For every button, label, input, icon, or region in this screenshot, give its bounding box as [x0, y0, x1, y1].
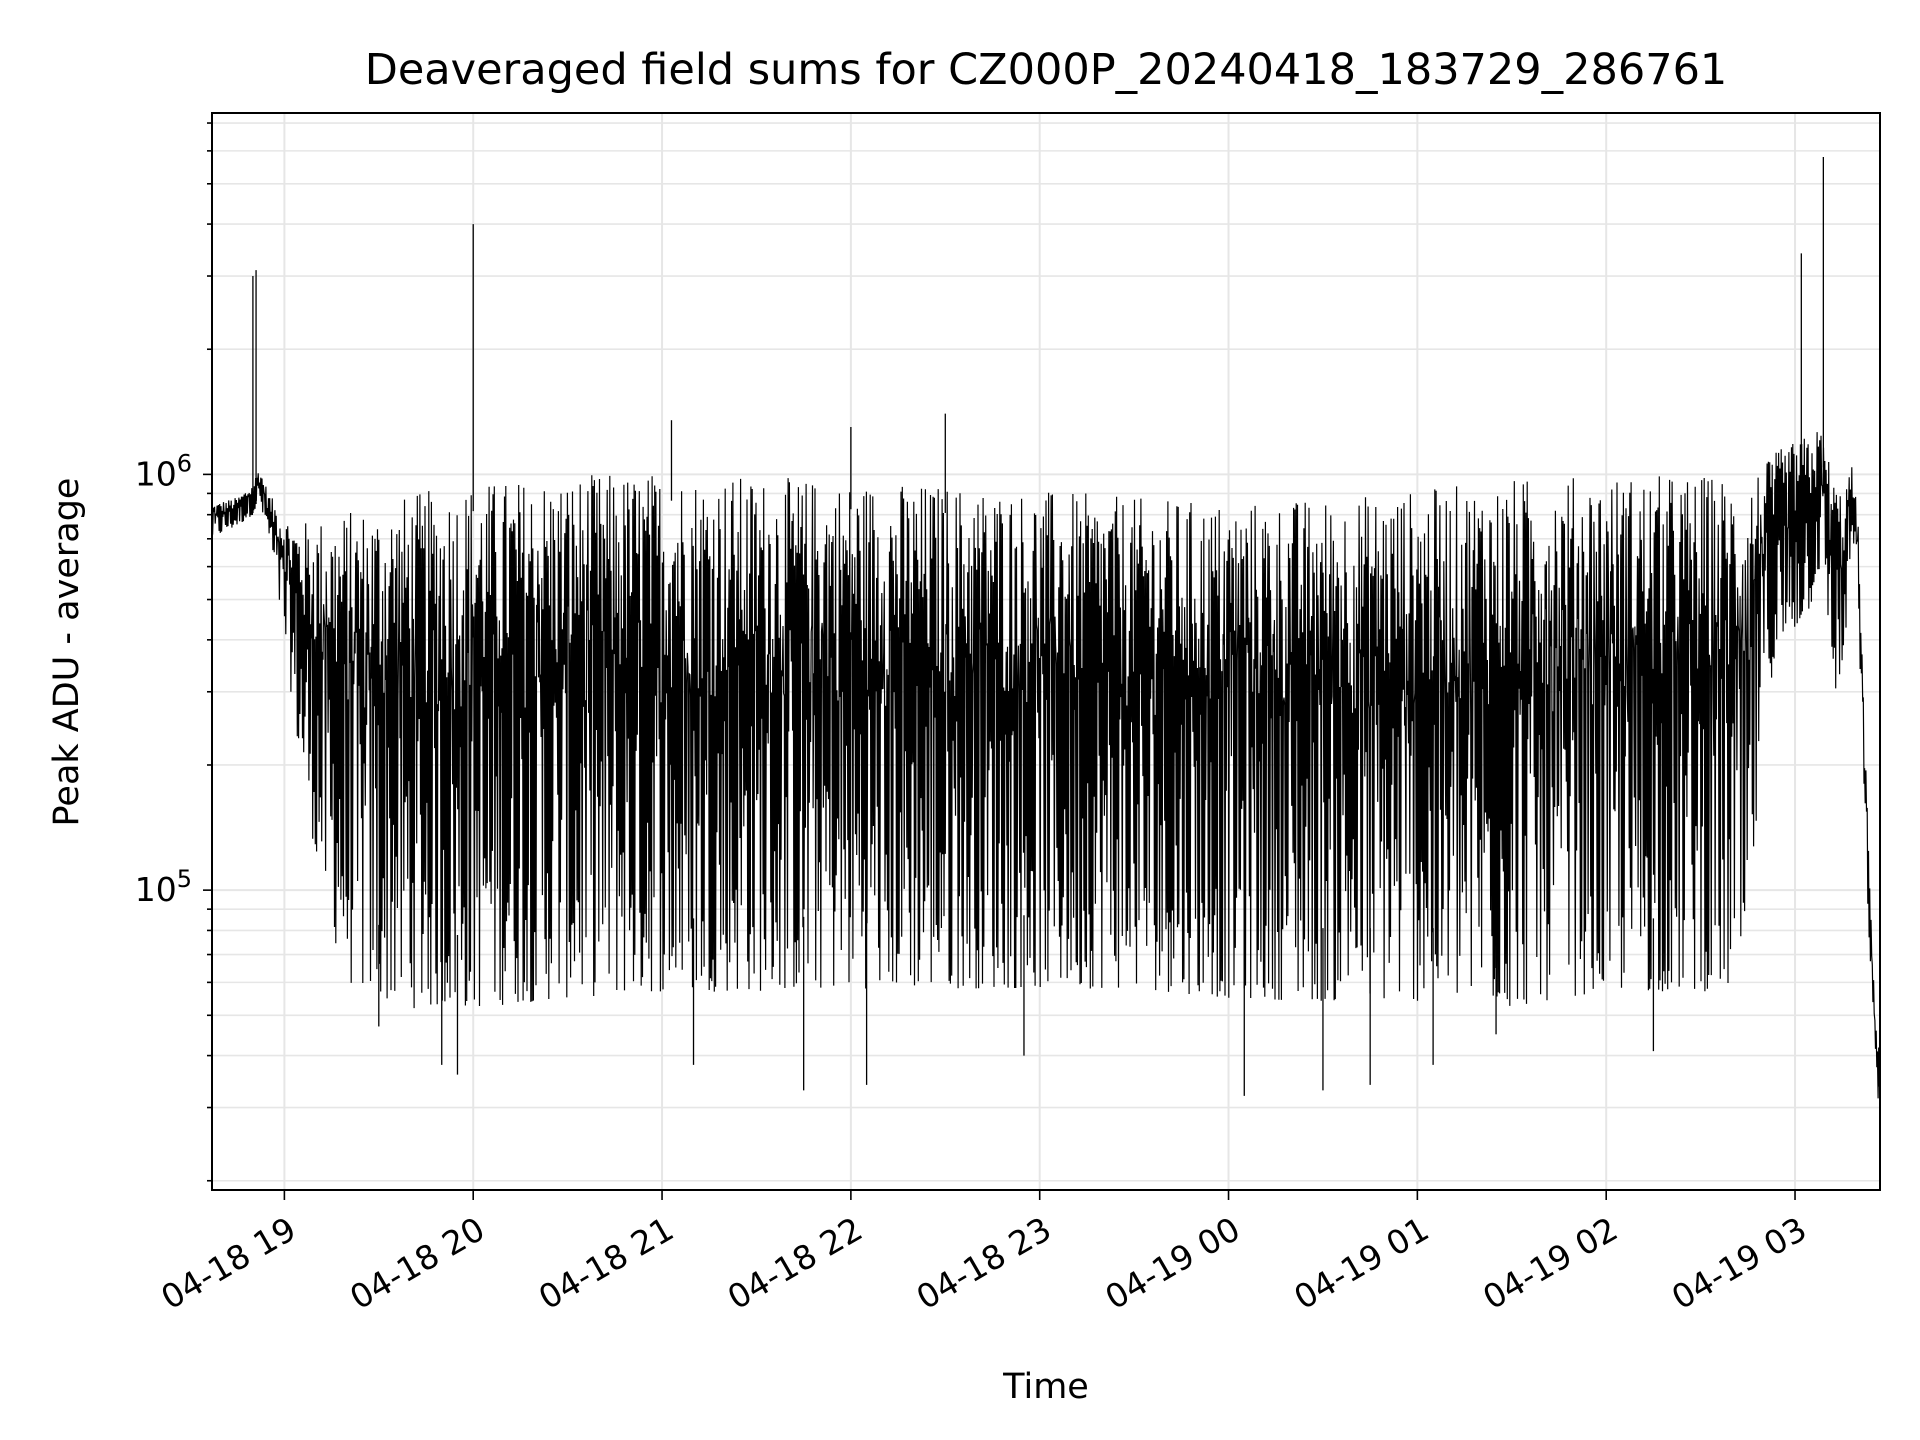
x-axis-title: Time: [1002, 1367, 1089, 1407]
y-tick-label: 105: [135, 865, 192, 909]
plot-frame: [211, 112, 1881, 1191]
y-axis-title: Peak ADU - average: [47, 478, 87, 827]
series-lines: [211, 156, 1881, 1099]
chart-title: Deaveraged field sums for CZ000P_2024041…: [365, 45, 1728, 95]
series-line: [211, 432, 1881, 1099]
y-tick-label: 106: [135, 449, 192, 493]
